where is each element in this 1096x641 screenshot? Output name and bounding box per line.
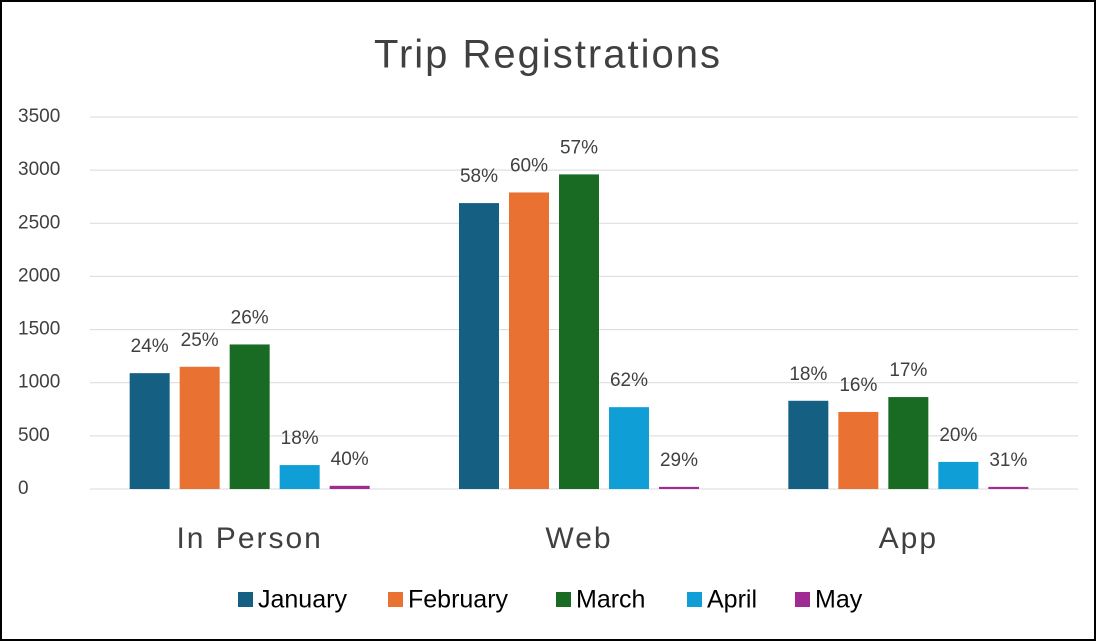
data-label: 16% bbox=[839, 375, 877, 396]
x-tick-label: Web bbox=[545, 522, 612, 555]
data-label: 40% bbox=[331, 449, 369, 470]
y-tick-label: 2000 bbox=[18, 265, 60, 286]
bar bbox=[888, 397, 929, 489]
y-tick-label: 500 bbox=[18, 425, 50, 446]
legend-label: January bbox=[258, 586, 347, 614]
data-label: 57% bbox=[560, 137, 598, 158]
bar bbox=[788, 400, 829, 489]
bar bbox=[229, 344, 270, 489]
data-label: 25% bbox=[181, 330, 219, 351]
data-label: 24% bbox=[131, 336, 169, 357]
data-label: 26% bbox=[231, 307, 269, 328]
data-label: 58% bbox=[460, 166, 498, 187]
y-tick-label: 1000 bbox=[18, 372, 60, 393]
data-label: 18% bbox=[789, 364, 827, 385]
chart-title: Trip Registrations bbox=[374, 33, 722, 77]
y-tick-label: 1500 bbox=[18, 319, 60, 340]
legend-label: March bbox=[576, 586, 645, 614]
y-tick-label: 3500 bbox=[18, 106, 60, 127]
legend-swatch bbox=[795, 592, 810, 607]
bar bbox=[938, 461, 979, 489]
data-label: 20% bbox=[939, 425, 977, 446]
legend-label: February bbox=[408, 586, 509, 614]
bar bbox=[129, 373, 170, 489]
bar bbox=[609, 407, 649, 489]
bar bbox=[179, 366, 220, 489]
bar bbox=[509, 192, 549, 489]
data-label: 62% bbox=[610, 370, 648, 391]
legend-label: April bbox=[707, 586, 757, 614]
bar bbox=[329, 485, 370, 489]
bar bbox=[559, 174, 599, 489]
x-tick-label: App bbox=[879, 522, 938, 555]
data-label: 60% bbox=[510, 155, 548, 176]
legend-swatch bbox=[556, 592, 571, 607]
y-tick-label: 0 bbox=[18, 478, 29, 499]
data-label: 29% bbox=[660, 450, 698, 471]
bar bbox=[659, 486, 699, 489]
data-label: 18% bbox=[281, 428, 319, 449]
legend-swatch bbox=[388, 592, 403, 607]
x-tick-label: In Person bbox=[176, 522, 322, 555]
bar bbox=[279, 465, 320, 489]
legend-swatch bbox=[238, 592, 253, 607]
y-tick-label: 2500 bbox=[18, 212, 60, 233]
legend-swatch bbox=[687, 592, 702, 607]
data-label: 17% bbox=[889, 360, 927, 381]
bar bbox=[459, 203, 499, 489]
legend-label: May bbox=[815, 586, 863, 614]
y-tick-label: 3000 bbox=[18, 159, 60, 180]
bar bbox=[838, 411, 879, 489]
data-label: 31% bbox=[989, 450, 1027, 471]
bar bbox=[988, 486, 1029, 489]
